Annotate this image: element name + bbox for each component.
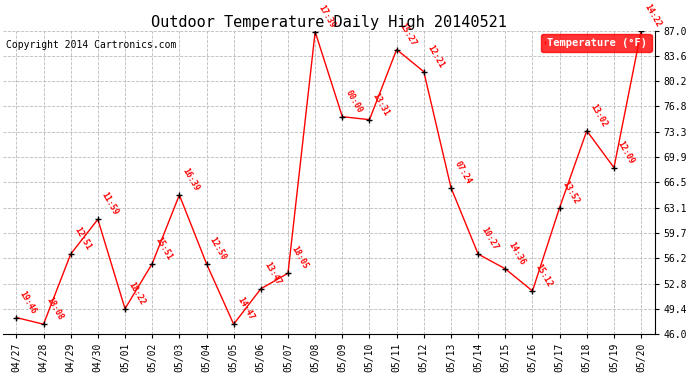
Text: 14:36: 14:36 xyxy=(506,240,527,267)
Text: 18:08: 18:08 xyxy=(45,296,65,322)
Text: 12:21: 12:21 xyxy=(425,43,446,69)
Text: 18:22: 18:22 xyxy=(126,280,147,306)
Text: 15:12: 15:12 xyxy=(534,262,554,289)
Title: Outdoor Temperature Daily High 20140521: Outdoor Temperature Daily High 20140521 xyxy=(151,15,506,30)
Text: 12:50: 12:50 xyxy=(208,235,228,261)
Text: 14:22: 14:22 xyxy=(642,3,663,29)
Text: 07:24: 07:24 xyxy=(453,159,473,185)
Text: 00:00: 00:00 xyxy=(344,88,364,114)
Text: 13:31: 13:31 xyxy=(371,91,391,117)
Text: 10:27: 10:27 xyxy=(480,226,500,252)
Text: 12:51: 12:51 xyxy=(72,226,92,252)
Text: 11:59: 11:59 xyxy=(99,191,119,217)
Text: 13:02: 13:02 xyxy=(588,102,609,129)
Text: 19:46: 19:46 xyxy=(18,289,38,315)
Text: 15:27: 15:27 xyxy=(398,21,418,47)
Text: 17:39: 17:39 xyxy=(317,3,337,30)
Text: 14:47: 14:47 xyxy=(235,296,255,322)
Text: 18:05: 18:05 xyxy=(289,245,310,271)
Legend: Temperature (°F): Temperature (°F) xyxy=(541,34,651,53)
Text: 13:52: 13:52 xyxy=(561,179,581,206)
Text: 16:39: 16:39 xyxy=(181,166,201,193)
Text: 13:47: 13:47 xyxy=(262,260,282,286)
Text: 12:09: 12:09 xyxy=(615,139,635,165)
Text: 15:51: 15:51 xyxy=(154,235,174,261)
Text: Copyright 2014 Cartronics.com: Copyright 2014 Cartronics.com xyxy=(6,40,177,50)
